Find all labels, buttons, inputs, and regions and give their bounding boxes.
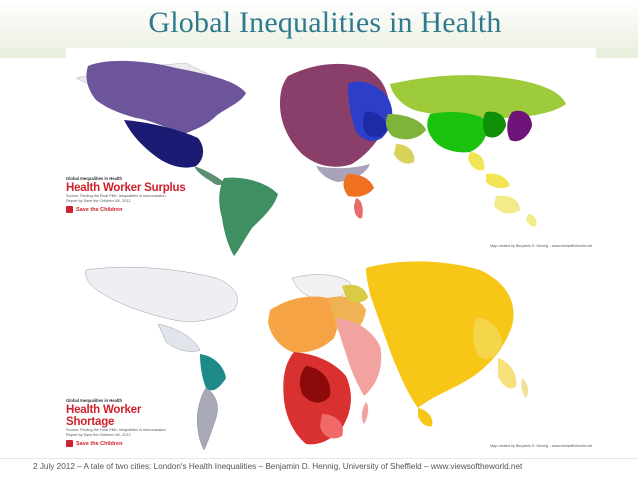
map-health-worker-surplus: Global Inequalities in Health Health Wor… — [66, 48, 596, 258]
south-america-region — [219, 177, 278, 256]
surplus-credit-2: www.viewsoftheworld.net — [551, 244, 592, 248]
southern-africa-region — [320, 414, 343, 439]
surplus-credit-1: Map created by Benjamin D. Hennig — [490, 244, 548, 248]
caucasus-region — [342, 284, 368, 303]
central-asia-region — [385, 114, 426, 140]
europe-central-region — [363, 111, 388, 138]
australia-region — [494, 195, 520, 214]
korea-region — [483, 111, 506, 138]
png-region — [521, 378, 529, 398]
southeast-asia-region — [473, 318, 502, 359]
south-america-north-region — [200, 354, 226, 391]
china-region — [427, 112, 488, 153]
shortage-credit-1: Map created by Benjamin D. Hennig — [490, 444, 548, 448]
surplus-credit: Map created by Benjamin D. Hennig – www.… — [490, 244, 592, 248]
south-america-south-region — [197, 387, 218, 451]
shortage-credit-2: www.viewsoftheworld.net — [551, 444, 592, 448]
central-africa-region — [299, 366, 331, 403]
north-africa-region — [316, 164, 370, 182]
shortage-kicker: Global Inequalities in Health — [66, 398, 123, 403]
shortage-source-2: Report by Save the Children UK, 2012 — [66, 432, 131, 437]
surplus-legend: Global Inequalities in Health Health Wor… — [66, 176, 186, 214]
europe-outline — [291, 274, 351, 301]
new-zealand-region — [526, 214, 537, 227]
shortage-headline: Health Worker Shortage — [66, 404, 142, 429]
africa-region — [343, 174, 374, 197]
madagascar-region — [361, 402, 369, 424]
save-the-children-logo — [66, 206, 73, 214]
map-health-worker-shortage: Global Inequalities in Health Health Wor… — [66, 258, 596, 458]
shortage-source-1: Source: Finding the Final Fifth: Inequal… — [66, 428, 166, 433]
surplus-org: Save the Children — [66, 206, 186, 214]
slide-title: Global Inequalities in Health — [148, 6, 502, 39]
shortage-cartogram — [85, 261, 529, 451]
north-africa-region — [268, 296, 338, 353]
north-america-region — [86, 60, 246, 134]
indonesia-region — [498, 358, 517, 389]
japan-region — [507, 110, 532, 142]
surplus-cartogram — [75, 60, 566, 256]
surplus-org-label: Save the Children — [76, 206, 123, 213]
russia-region — [390, 75, 566, 118]
slide-footer: 2 July 2012 – A tale of two cities: Lond… — [33, 462, 523, 471]
surplus-headline: Health Worker Surplus — [66, 182, 186, 195]
surplus-source-1: Source: Finding the Final Fifth: Inequal… — [66, 194, 166, 199]
central-america-outline — [157, 323, 201, 352]
central-america-region — [194, 166, 224, 185]
sri-lanka-region — [418, 408, 433, 427]
indonesia-region — [486, 173, 510, 189]
shortage-org-label: Save the Children — [76, 440, 123, 447]
shortage-credit: Map created by Benjamin D. Hennig – www.… — [490, 444, 592, 448]
surplus-source-2: Report by Save the Children UK, 2012 — [66, 198, 131, 203]
shortage-org: Save the Children — [66, 440, 186, 448]
usa-region — [124, 120, 204, 168]
surplus-kicker: Global Inequalities in Health — [66, 176, 123, 181]
east-africa-region — [336, 318, 382, 396]
save-the-children-logo — [66, 440, 73, 448]
north-america-outline — [85, 266, 238, 322]
shortage-legend: Global Inequalities in Health Health Wor… — [66, 398, 186, 448]
south-asia-region — [394, 144, 415, 164]
madagascar-region — [354, 198, 363, 219]
south-asia-region — [366, 261, 514, 408]
footer-divider — [0, 458, 638, 459]
southeast-asia-region — [468, 152, 485, 171]
